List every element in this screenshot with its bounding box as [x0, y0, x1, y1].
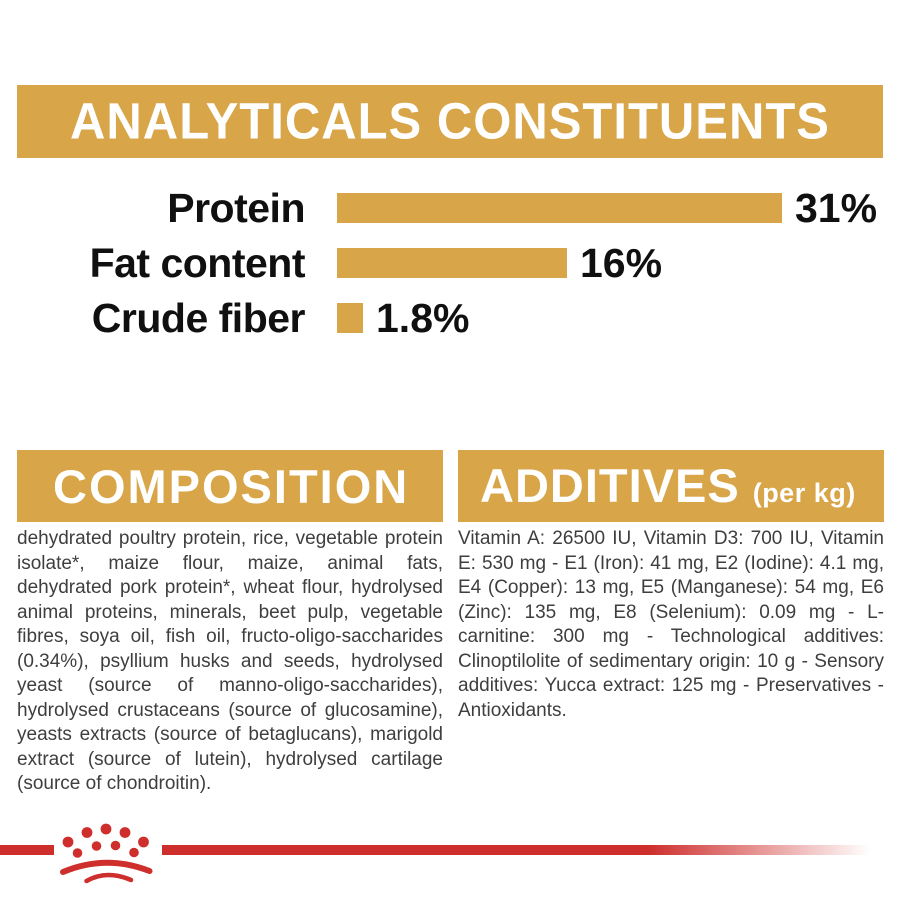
- protein-category-label: Protein: [167, 184, 305, 231]
- chart-row-fat-content: Fat content 16%: [0, 240, 900, 286]
- fat-content-category-label: Fat content: [89, 239, 306, 286]
- composition-title: COMPOSITION: [53, 459, 410, 513]
- analyticals-title: ANALYTICALS CONSTITUENTS: [70, 93, 830, 150]
- fat-content-bar: [337, 248, 567, 278]
- crude-fiber-bar: [337, 303, 363, 333]
- additives-title: ADDITIVES: [480, 459, 740, 512]
- composition-body-text: dehydrated poultry protein, rice, vegeta…: [17, 528, 443, 794]
- additives-body-text: Vitamin A: 26500 IU, Vitamin D3: 700 IU,…: [458, 528, 884, 721]
- footer-rule-right: [162, 845, 900, 855]
- additives-unit-label: (per kg): [752, 478, 856, 508]
- analyticals-header-band: ANALYTICALS CONSTITUENTS: [17, 85, 883, 158]
- chart-row-crude-fiber: Crude fiber 1.8%: [0, 295, 900, 341]
- royal-canin-crown-icon: [60, 823, 153, 884]
- fat-content-value-label: 16%: [580, 239, 663, 286]
- chart-row-protein: Protein 31%: [0, 185, 900, 231]
- additives-header-band: ADDITIVES (per kg): [458, 450, 884, 522]
- composition-header-band: COMPOSITION: [17, 450, 443, 522]
- crude-fiber-category-label: Crude fiber: [91, 294, 306, 341]
- protein-value-label: 31%: [795, 184, 878, 231]
- crude-fiber-value-label: 1.8%: [376, 294, 470, 341]
- protein-bar: [337, 193, 782, 223]
- footer-rule-left: [0, 845, 54, 855]
